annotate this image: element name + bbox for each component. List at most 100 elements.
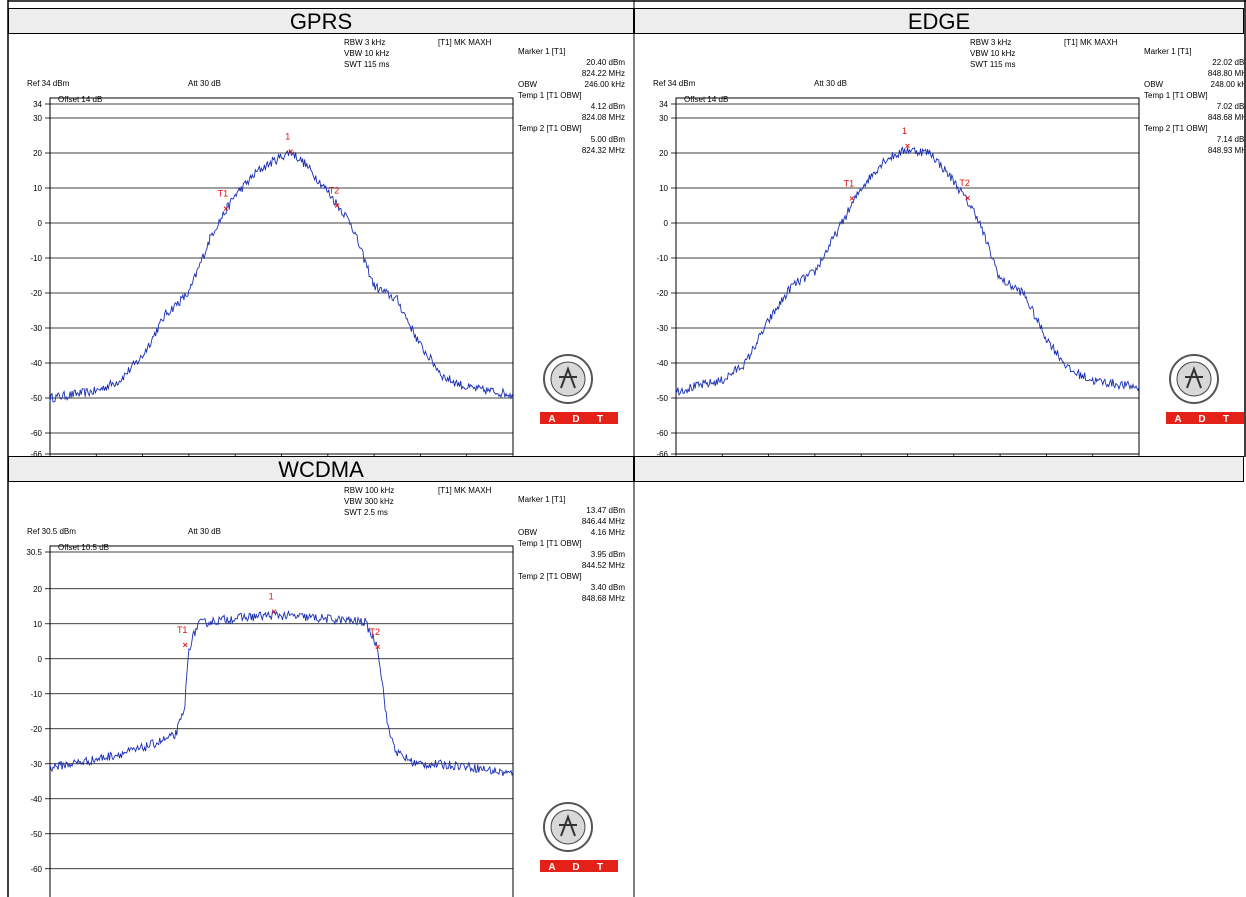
trace-line (675, 146, 1140, 396)
marker-1: 1 (269, 592, 277, 614)
y-tick-label: 30.5 (26, 548, 42, 557)
panel-heading-empty (634, 456, 1244, 482)
y-tick-label: -20 (30, 289, 42, 298)
y-tick-label: -50 (656, 394, 668, 403)
y-tick-label: -30 (30, 760, 42, 769)
trace-line (49, 149, 514, 403)
setting-label: SWT 115 ms (970, 60, 1016, 69)
panel-heading-edge: EDGE (634, 8, 1244, 34)
readout-label: Marker 1 [T1] (518, 495, 566, 504)
readout-value: 3.40 dBm (591, 583, 626, 592)
y-tick-label: -10 (30, 690, 42, 699)
marker-cross (905, 143, 910, 149)
ref-level-label: Ref 30.5 dBm (27, 527, 76, 536)
plot-frame (675, 97, 1140, 455)
marker-T1: T1 (844, 178, 855, 201)
readout-label: OBW (1144, 80, 1164, 89)
y-tick-label: 20 (33, 585, 42, 594)
y-tick-label: -10 (30, 254, 42, 263)
logo-emblem (559, 814, 577, 837)
readout-label: Temp 1 [T1 OBW] (1144, 91, 1208, 100)
y-tick-label: -40 (656, 359, 668, 368)
y-tick-label: 34 (659, 100, 668, 109)
setting-label: VBW 300 kHz (344, 497, 394, 506)
readout-value: 3.95 dBm (591, 550, 626, 559)
offset-label: Offset 10.5 dB (58, 543, 109, 552)
ref-level-label: Ref 34 dBm (653, 79, 696, 88)
y-tick-label: -60 (656, 429, 668, 438)
y-tick-label: 10 (33, 620, 42, 629)
logo-ring-inner (550, 361, 586, 397)
y-tick-label: -66 (30, 450, 42, 456)
logo-ring-inner (550, 809, 586, 845)
readout-label: Temp 2 [T1 OBW] (518, 124, 582, 133)
readout-value: 846.44 MHz (582, 517, 625, 526)
readout-value: 22.02 dBm (1212, 58, 1244, 67)
readout-value: 7.14 dBm (1217, 135, 1244, 144)
y-tick-label: -30 (656, 324, 668, 333)
logo-emblem (1185, 366, 1203, 389)
ref-level-label: Ref 34 dBm (27, 79, 70, 88)
y-tick-label: -66 (656, 450, 668, 456)
setting-label: RBW 3 kHz (970, 38, 1011, 47)
chart-gprs: RBW 3 kHz VBW 10 kHz SWT 115 ms [T1] MK MAX… (27, 38, 626, 456)
y-tick-label: 30 (659, 114, 668, 123)
readout-value: 5.00 dBm (591, 135, 626, 144)
marker-label: T1 (218, 189, 229, 199)
panel-heading-gprs: GPRS (8, 8, 634, 34)
logo-letter: A (1174, 414, 1181, 425)
logo-banner (1166, 412, 1244, 424)
marker-label: 1 (285, 132, 290, 142)
y-tick-label: 20 (33, 149, 42, 158)
logo-letter: A (548, 862, 555, 873)
marker-1: 1 (902, 126, 910, 149)
readout-label: Marker 1 [T1] (518, 47, 566, 56)
marker-cross (271, 609, 277, 614)
marker-cross (375, 644, 381, 650)
logo-banner (540, 412, 618, 424)
readout-value: 13.47 dBm (586, 506, 625, 515)
marker-cross (334, 203, 340, 208)
readout-label: Temp 1 [T1 OBW] (518, 91, 582, 100)
attenuation-label: Att 30 dB (188, 79, 221, 88)
y-tick-label: -10 (656, 254, 668, 263)
readout-value: 4.16 MHz (591, 528, 625, 537)
marker-label: T2 (370, 627, 381, 637)
readout-value: 848.93 MHz (1208, 146, 1244, 155)
marker-cross (182, 642, 188, 648)
marker-T2: T2 (959, 178, 971, 201)
trace-line (49, 610, 514, 777)
logo-letter: T (597, 414, 603, 425)
marker-label: T1 (177, 625, 188, 635)
readout-value: 824.08 MHz (582, 113, 625, 122)
setting-label: SWT 115 ms (344, 60, 390, 69)
marker-label: T1 (844, 178, 855, 188)
logo-emblem (559, 366, 577, 389)
marker-cross (965, 195, 971, 201)
offset-label: Offset 14 dB (684, 95, 728, 104)
readout-value: 848.80 MHz (1208, 69, 1244, 78)
attenuation-label: Att 30 dB (188, 527, 221, 536)
readout-value: 246.00 kHz (585, 80, 625, 89)
plot-frame (49, 97, 514, 455)
panel-heading-wcdma: WCDMA (8, 456, 634, 482)
readout-value: 824.22 MHz (582, 69, 625, 78)
readout-value: 4.12 dBm (591, 102, 626, 111)
marker-T1: T1 (218, 189, 229, 211)
readout-value: 20.40 dBm (586, 58, 625, 67)
marker-label: 1 (269, 592, 274, 602)
marker-label: T2 (959, 178, 970, 188)
readout-value: 848.68 MHz (582, 594, 625, 603)
readout-label: OBW (518, 80, 538, 89)
chart-edge: RBW 3 kHz VBW 10 kHz SWT 115 ms [T1] MK MAX… (653, 38, 1244, 456)
y-tick-label: -60 (30, 429, 42, 438)
setting-label: VBW 10 kHz (970, 49, 1015, 58)
marker-1: 1 (285, 132, 294, 154)
chart-wcdma: RBW 100 kHz VBW 300 kHz SWT 2.5 ms [T1] MK … (26, 486, 626, 897)
y-tick-label: -30 (30, 324, 42, 333)
readout-label: Temp 1 [T1 OBW] (518, 539, 582, 548)
